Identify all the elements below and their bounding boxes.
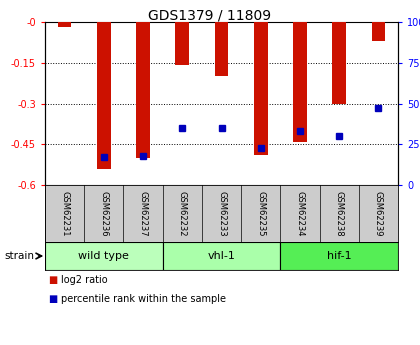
Bar — [163, 242, 280, 270]
Bar — [176, 22, 189, 66]
Bar — [332, 22, 346, 104]
Bar — [254, 22, 268, 155]
Text: ■: ■ — [48, 275, 58, 285]
Text: percentile rank within the sample: percentile rank within the sample — [61, 294, 226, 304]
Text: GSM62231: GSM62231 — [60, 191, 69, 236]
Text: GSM62233: GSM62233 — [217, 191, 226, 236]
Text: hif-1: hif-1 — [327, 251, 352, 261]
Bar — [45, 242, 163, 270]
Text: GSM62235: GSM62235 — [256, 191, 265, 236]
Text: GSM62236: GSM62236 — [100, 191, 108, 236]
Bar — [293, 22, 307, 141]
Bar — [97, 22, 111, 169]
Text: GDS1379 / 11809: GDS1379 / 11809 — [148, 9, 272, 23]
Bar — [136, 22, 150, 158]
Bar — [280, 242, 398, 270]
Bar — [372, 22, 385, 41]
Text: GSM62238: GSM62238 — [335, 191, 344, 236]
Text: ■: ■ — [48, 294, 58, 304]
Text: strain: strain — [4, 251, 34, 261]
Bar — [215, 22, 228, 76]
Text: wild type: wild type — [79, 251, 129, 261]
Text: GSM62232: GSM62232 — [178, 191, 187, 236]
Bar — [58, 22, 71, 28]
Text: log2 ratio: log2 ratio — [61, 275, 108, 285]
Text: GSM62237: GSM62237 — [139, 191, 147, 236]
Text: vhl-1: vhl-1 — [207, 251, 236, 261]
Text: GSM62234: GSM62234 — [295, 191, 304, 236]
Text: GSM62239: GSM62239 — [374, 191, 383, 236]
